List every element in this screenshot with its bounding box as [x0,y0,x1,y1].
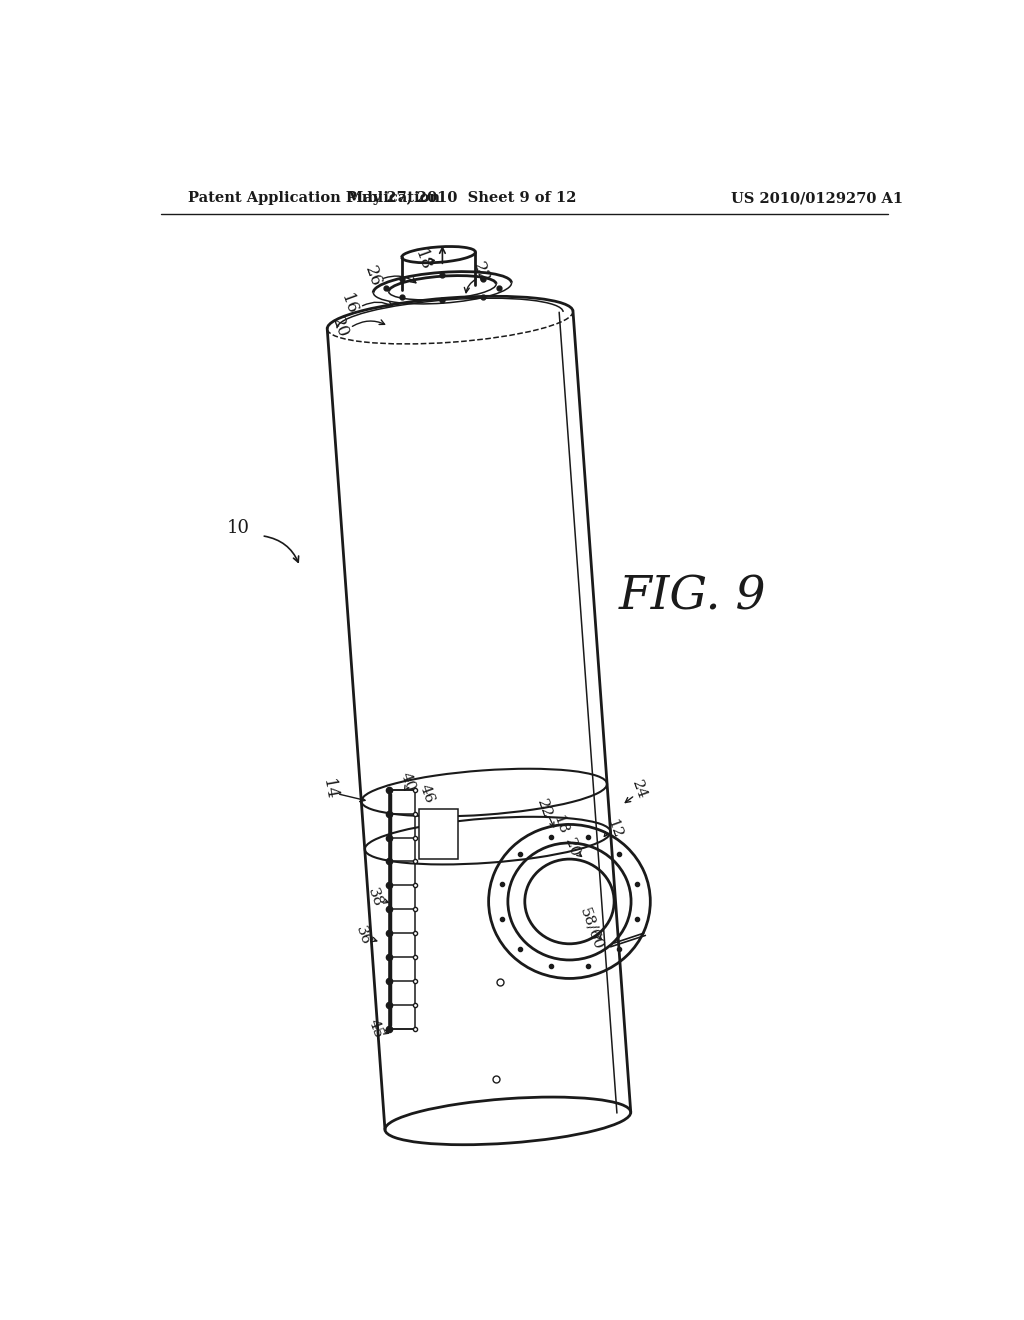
Text: 16: 16 [337,292,360,318]
Text: 46: 46 [417,781,437,805]
Text: 45: 45 [366,1016,385,1040]
Text: 36: 36 [353,924,373,948]
Text: 40: 40 [398,771,418,793]
Text: Patent Application Publication: Patent Application Publication [188,191,440,206]
Text: 26: 26 [361,264,385,289]
Text: FIG. 9: FIG. 9 [618,574,767,620]
Text: 14: 14 [319,777,339,801]
Bar [419,809,458,859]
Text: 22: 22 [469,260,493,285]
Text: 10: 10 [227,519,250,537]
Text: 38: 38 [366,886,385,909]
Text: 12: 12 [604,817,624,840]
Text: 20: 20 [329,315,351,341]
Text: 22: 22 [535,797,554,821]
Text: 24: 24 [629,779,648,801]
Text: 20: 20 [562,836,582,859]
Text: 18: 18 [550,813,570,836]
Text: 18: 18 [412,248,435,273]
Text: 58/60: 58/60 [577,906,605,952]
Text: May 27, 2010  Sheet 9 of 12: May 27, 2010 Sheet 9 of 12 [347,191,577,206]
Text: US 2010/0129270 A1: US 2010/0129270 A1 [731,191,903,206]
